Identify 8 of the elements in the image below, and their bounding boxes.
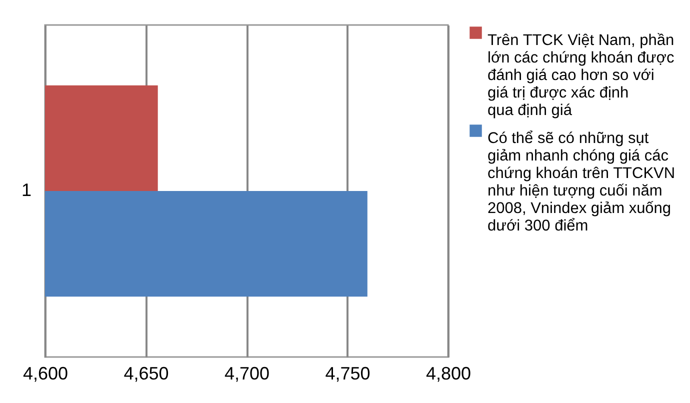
y-tick-label: 1 (21, 180, 32, 200)
legend-label: Có thể sẽ có những sụt giảm nhanh chóng giá các chứng khoán trên TTCKVN như hiện tượng cuối năm 2008, Vnindex giảm xuống dưới 300 điểm (488, 130, 676, 234)
x-tick-label: 4,650 (124, 364, 169, 384)
x-tick-label: 4,800 (426, 364, 472, 384)
x-tick-label: 4,750 (325, 364, 370, 384)
x-tick-label: 4,700 (224, 364, 270, 384)
legend-label: Trên TTCK Việt Nam, phần lớn các chứng khoán được đánh giá cao hơn so với giá trị được xác định qua định giá (488, 32, 674, 119)
x-tick-label: 4,600 (22, 364, 68, 384)
